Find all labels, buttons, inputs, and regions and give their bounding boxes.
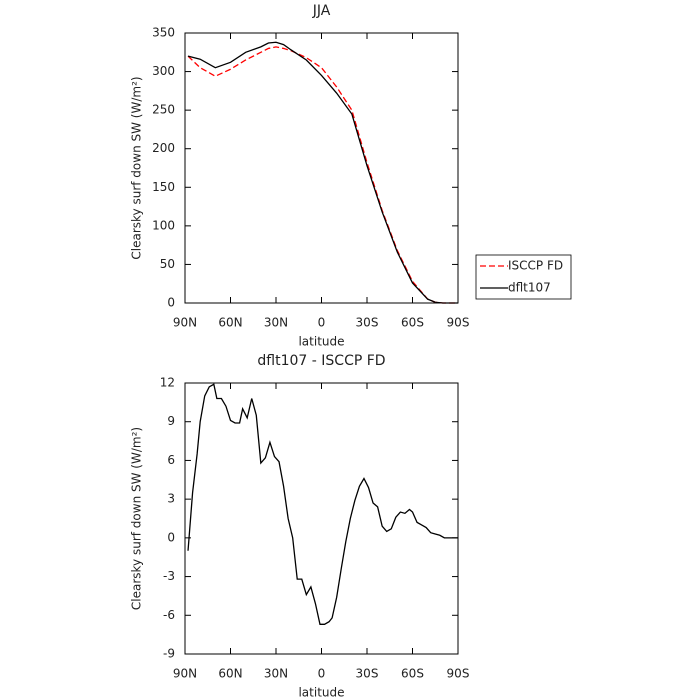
x-axis-label: latitude — [298, 686, 344, 700]
chart-title: JJA — [312, 3, 331, 19]
y-tick-label: 350 — [152, 26, 175, 40]
x-tick-label: 30N — [264, 667, 288, 681]
y-tick-label: -3 — [163, 569, 175, 583]
y-tick-label: 3 — [167, 492, 175, 506]
x-tick-label: 60N — [218, 667, 242, 681]
y-tick-label: 12 — [160, 376, 175, 390]
y-tick-label: 100 — [152, 218, 175, 232]
legend-box — [475, 254, 572, 300]
x-axis-label: latitude — [298, 335, 344, 349]
x-tick-label: 90S — [447, 316, 470, 330]
x-tick-label: 0 — [318, 667, 326, 681]
y-axis-label: Clearsky surf down SW (W/m²) — [130, 76, 144, 259]
series-line — [187, 383, 458, 625]
y-tick-label: 150 — [152, 180, 175, 194]
y-tick-label: 0 — [167, 296, 175, 310]
x-tick-label: 60N — [218, 316, 242, 330]
y-tick-label: -9 — [163, 647, 175, 661]
y-tick-label: 9 — [167, 414, 175, 428]
x-tick-label: 60S — [401, 316, 424, 330]
x-tick-label: 0 — [318, 316, 326, 330]
y-tick-label: -6 — [163, 608, 175, 622]
x-tick-label: 30S — [356, 667, 379, 681]
x-tick-label: 60S — [401, 667, 424, 681]
series-line — [187, 41, 458, 304]
y-tick-label: 50 — [160, 257, 175, 271]
y-axis-label: Clearsky surf down SW (W/m²) — [130, 427, 144, 610]
x-tick-label: 90N — [173, 316, 197, 330]
plot-frame — [184, 382, 459, 655]
y-tick-label: 250 — [152, 103, 175, 117]
series-line — [187, 46, 458, 304]
legend-label: ISCCP FD — [508, 259, 563, 273]
y-tick-label: 200 — [152, 141, 175, 155]
x-tick-label: 30S — [356, 316, 379, 330]
legend-label: dflt107 — [508, 281, 551, 295]
y-tick-label: 6 — [167, 453, 175, 467]
chart-title: dflt107 - ISCCP FD — [257, 353, 385, 369]
plot-frame — [184, 32, 459, 304]
x-tick-label: 30N — [264, 316, 288, 330]
y-tick-label: 300 — [152, 64, 175, 78]
x-tick-label: 90S — [447, 667, 470, 681]
y-tick-label: 0 — [167, 530, 175, 544]
x-tick-label: 90N — [173, 667, 197, 681]
